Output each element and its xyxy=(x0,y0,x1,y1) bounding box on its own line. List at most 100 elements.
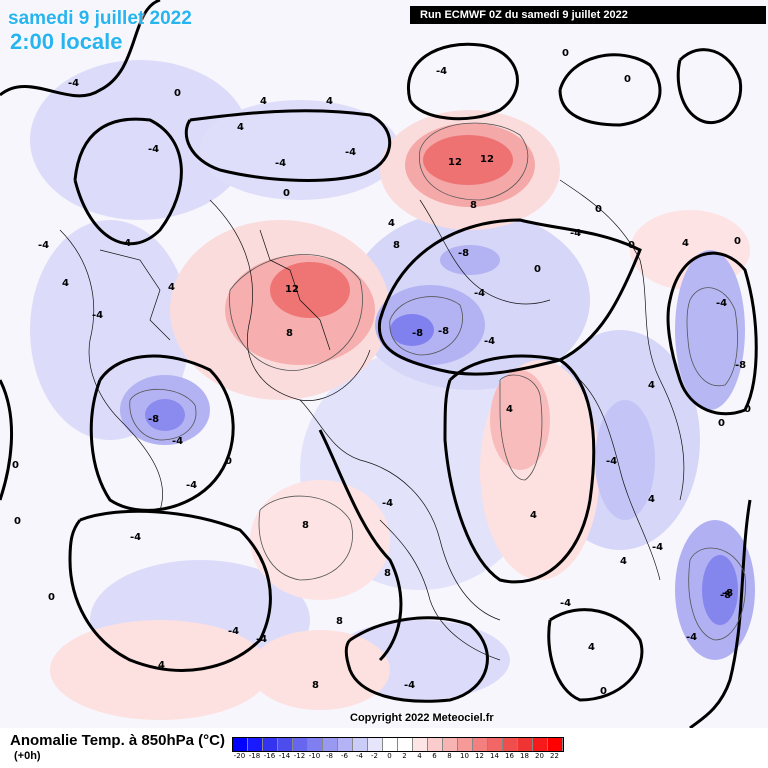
map-label: 0 xyxy=(600,686,607,697)
coastlines-borders xyxy=(59,179,685,661)
map-label: 12 xyxy=(480,154,494,165)
colorbar-tick-label: -10 xyxy=(308,752,321,760)
map-label: -8 xyxy=(722,588,733,599)
colorbar-tick-label: 4 xyxy=(417,752,422,760)
map-label: 4 xyxy=(682,238,689,249)
map-label: 4 xyxy=(168,282,175,293)
map-label: -4 xyxy=(474,288,485,299)
colorbar-swatch xyxy=(398,738,413,751)
zero-isoline-contours xyxy=(0,0,758,728)
colorbar-swatch xyxy=(518,738,533,751)
colorbar-swatch xyxy=(233,738,248,751)
map-label: 0 xyxy=(595,204,602,215)
colorbar-tick-label: 16 xyxy=(505,752,514,760)
map-label: -4 xyxy=(404,680,415,691)
map-label: 4 xyxy=(62,278,69,289)
map-label: 4 xyxy=(530,510,537,521)
map-label: -4 xyxy=(186,480,197,491)
map-label: -4 xyxy=(92,310,103,321)
colorbar-swatch xyxy=(383,738,398,751)
map-label: 8 xyxy=(336,616,343,627)
map-label: 0 xyxy=(174,88,181,99)
colorbar-tick-label: 2 xyxy=(402,752,407,760)
colorbar-tick-label: -12 xyxy=(293,752,306,760)
map-label: 0 xyxy=(744,404,751,415)
map-label: -8 xyxy=(412,328,423,339)
map-label: 8 xyxy=(302,520,309,531)
colorbar-tick-label: -4 xyxy=(356,752,363,760)
map-label: 4 xyxy=(620,556,627,567)
map-label: -4 xyxy=(686,632,697,643)
map-label: 4 xyxy=(648,380,655,391)
map-label: 0 xyxy=(283,188,290,199)
map-label: 4 xyxy=(237,122,244,133)
colorbar-labels: -20 -18 -16 -14 -12 -10 -8 -6 -4 -2 0 2 4 6 8 10 12 14 16 1… xyxy=(232,752,562,762)
map-label: 0 xyxy=(12,460,19,471)
map-label: 0 xyxy=(734,236,741,247)
map-date-title: samedi 9 juillet 2022 xyxy=(8,8,192,29)
map-label: 4 xyxy=(506,404,513,415)
colorbar-tick-label: 18 xyxy=(520,752,529,760)
map-label: 8 xyxy=(286,328,293,339)
temperature-anomaly-map: -4 0 4 -4 0 4 -4 0 -4 4 -4 0 12 12 8 -4 … xyxy=(0,0,758,728)
colorbar-tick-label: -8 xyxy=(326,752,333,760)
map-label: 4 xyxy=(260,96,267,107)
map-label: 0 xyxy=(14,516,21,527)
map-label: 0 xyxy=(718,418,725,429)
map-label: 12 xyxy=(285,284,299,295)
map-label: -4 xyxy=(436,66,447,77)
colorbar-swatch xyxy=(503,738,518,751)
colorbar-swatch xyxy=(443,738,458,751)
map-label: -8 xyxy=(148,414,159,425)
map-label: 12 xyxy=(448,157,462,168)
map-time-title: 2:00 locale xyxy=(10,29,123,54)
colorbar-tick-label: 14 xyxy=(490,752,499,760)
map-label: -4 xyxy=(38,240,49,251)
colorbar-swatch xyxy=(353,738,368,751)
colorbar-swatch xyxy=(413,738,428,751)
forecast-hour: (+0h) xyxy=(14,750,41,762)
map-label: 4 xyxy=(326,96,333,107)
colorbar-swatch xyxy=(428,738,443,751)
map-label: -4 xyxy=(484,336,495,347)
colorbar-swatch xyxy=(458,738,473,751)
map-label: -4 xyxy=(172,436,183,447)
colorbar-swatch xyxy=(473,738,488,751)
colorbar-swatch xyxy=(338,738,353,751)
colorbar-tick-label: 12 xyxy=(475,752,484,760)
colorbar-tick-label: -6 xyxy=(341,752,348,760)
map-label: 8 xyxy=(312,680,319,691)
colorbar-tick-label: 22 xyxy=(550,752,559,760)
colorbar-tick-label: 8 xyxy=(447,752,452,760)
map-label: -4 xyxy=(148,144,159,155)
map-label: 8 xyxy=(384,568,391,579)
model-run-banner: Run ECMWF 0Z du samedi 9 juillet 2022 xyxy=(410,6,766,24)
map-label: 0 xyxy=(624,74,631,85)
colorbar-swatch xyxy=(293,738,308,751)
map-label: -4 xyxy=(716,298,727,309)
colorbar-tick-label: 0 xyxy=(387,752,392,760)
map-label: -4 xyxy=(275,158,286,169)
colorbar-swatch xyxy=(278,738,293,751)
copyright-text: Copyright 2022 Meteociel.fr xyxy=(350,712,494,724)
colorbar-tick-label: 20 xyxy=(535,752,544,760)
map-label: 4 xyxy=(158,660,165,671)
anomaly-thin-contours xyxy=(129,122,746,641)
legend-footer: Anomalie Temp. à 850hPa (°C) (+0h) -2 0 -1… xyxy=(0,728,768,768)
colorbar xyxy=(232,737,564,752)
map-label: 8 xyxy=(470,200,477,211)
map-label: 4 xyxy=(648,494,655,505)
colorbar-tick-label: 10 xyxy=(460,752,469,760)
map-label: -4 xyxy=(130,532,141,543)
colorbar-swatch xyxy=(368,738,383,751)
map-label: 4 xyxy=(588,642,595,653)
map-label: -4 xyxy=(652,542,663,553)
colorbar-tick-label: -2 xyxy=(371,752,378,760)
colorbar-swatch xyxy=(323,738,338,751)
colorbar-swatch xyxy=(488,738,503,751)
map-label: 8 xyxy=(393,240,400,251)
map-label: 0 xyxy=(48,592,55,603)
colorbar-tick-label: -14 xyxy=(278,752,291,760)
legend-title: Anomalie Temp. à 850hPa (°C) xyxy=(10,732,225,749)
map-label: -8 xyxy=(720,590,731,601)
